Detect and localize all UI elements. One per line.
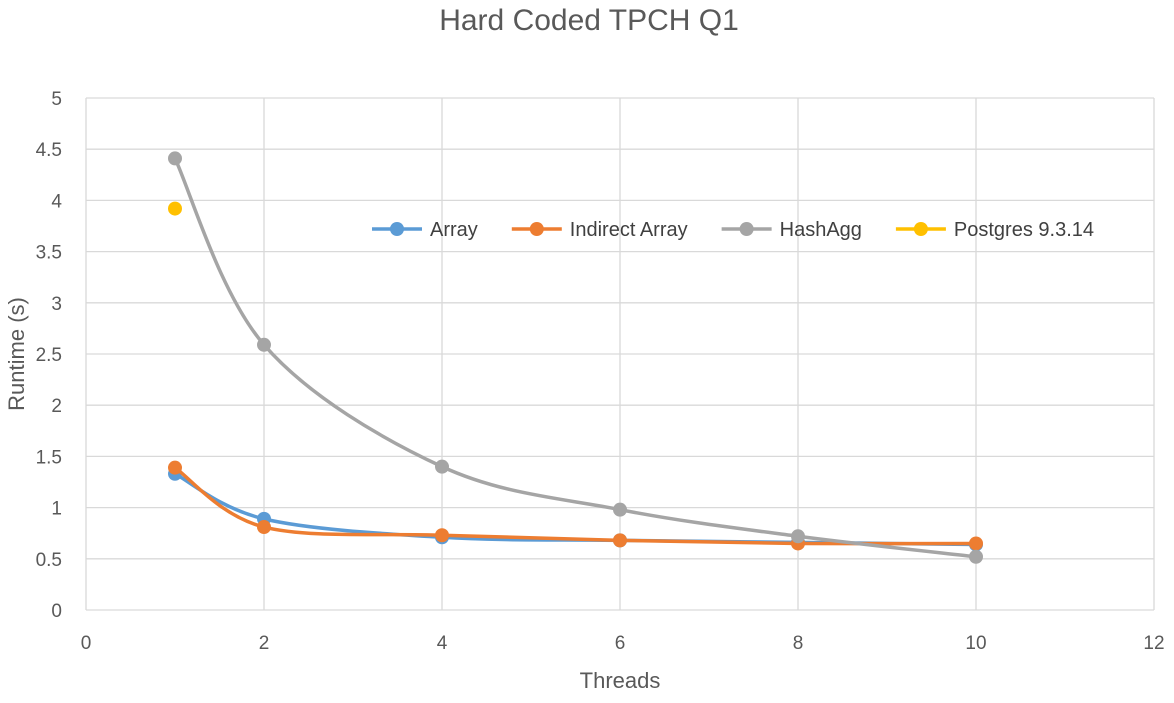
chart-title: Hard Coded TPCH Q1 xyxy=(439,4,739,37)
data-point-hashagg xyxy=(435,459,449,474)
series-hashagg xyxy=(168,151,983,564)
data-point-indirect-array xyxy=(969,536,983,551)
y-tick-label: 2.5 xyxy=(36,345,62,366)
data-point-hashagg xyxy=(257,337,271,352)
legend-swatch-marker xyxy=(913,222,928,236)
legend-item-hashagg: HashAgg xyxy=(721,219,862,241)
data-point-postgres-9-3-14 xyxy=(168,201,182,216)
legend-swatch-marker xyxy=(739,222,754,236)
legend-label: HashAgg xyxy=(780,219,862,241)
data-point-indirect-array xyxy=(435,528,449,543)
y-axis-tick-labels: 0 0.5 1 1.5 2 2.5 3 3.5 4 4.5 5 xyxy=(36,89,63,622)
y-tick-label: 4.5 xyxy=(36,140,62,161)
data-point-indirect-array xyxy=(257,520,271,535)
series-layer xyxy=(168,151,983,564)
y-tick-label: 2 xyxy=(51,396,62,417)
legend-item-indirect-array: Indirect Array xyxy=(511,219,688,241)
legend: Array Indirect Array HashAgg Postgres 9.3.1… xyxy=(372,219,1094,241)
data-point-hashagg xyxy=(791,529,805,544)
legend-label: Indirect Array xyxy=(570,219,688,241)
y-tick-label: 3.5 xyxy=(36,243,62,264)
y-tick-label: 3 xyxy=(51,294,62,315)
x-tick-label: 10 xyxy=(965,633,986,654)
x-tick-label: 0 xyxy=(81,633,92,654)
grid-lines xyxy=(85,97,1155,611)
y-tick-label: 4 xyxy=(51,191,62,212)
legend-swatch-marker xyxy=(529,222,544,236)
y-tick-label: 1.5 xyxy=(36,447,62,468)
x-tick-label: 8 xyxy=(793,633,804,654)
series-postgres-9-3-14 xyxy=(168,201,182,216)
series-line-hashagg xyxy=(173,156,978,559)
y-tick-label: 1 xyxy=(51,499,62,520)
x-tick-label: 12 xyxy=(1143,633,1164,654)
x-axis-tick-labels: 0 2 4 6 8 10 12 xyxy=(81,633,1165,654)
y-tick-label: 0 xyxy=(51,601,62,622)
y-tick-label: 0.5 xyxy=(36,550,62,571)
y-axis-title: Runtime (s) xyxy=(4,297,29,411)
legend-swatch-marker xyxy=(390,222,404,236)
legend-label: Postgres 9.3.14 xyxy=(954,219,1094,241)
x-tick-label: 6 xyxy=(615,633,626,654)
data-point-indirect-array xyxy=(168,460,182,475)
y-tick-label: 5 xyxy=(51,89,62,110)
data-point-hashagg xyxy=(168,151,182,166)
x-axis-title: Threads xyxy=(580,668,661,693)
x-tick-label: 4 xyxy=(437,633,448,654)
series-line-indirect-array xyxy=(173,465,978,546)
series-indirect-array xyxy=(168,460,983,551)
legend-item-array: Array xyxy=(372,219,478,241)
data-point-hashagg xyxy=(613,502,627,517)
data-point-hashagg xyxy=(969,549,983,564)
legend-label: Array xyxy=(430,219,478,241)
legend-item-postgres-9-3-14: Postgres 9.3.14 xyxy=(895,219,1094,241)
data-point-indirect-array xyxy=(613,533,627,548)
x-tick-label: 2 xyxy=(259,633,270,654)
